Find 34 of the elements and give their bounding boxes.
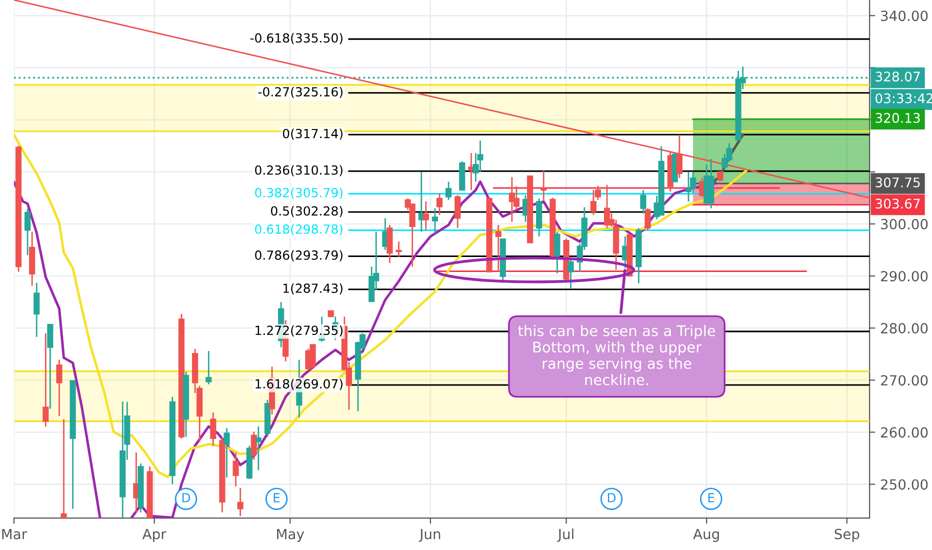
y-tick-label: 260.00 bbox=[880, 427, 928, 438]
series-label: 1(287.43) bbox=[283, 283, 342, 294]
series-label: 0.382(305.79) bbox=[255, 188, 342, 199]
ref-line-label: 328.07 bbox=[876, 72, 920, 82]
series-label: 1.618(269.07) bbox=[256, 378, 342, 390]
x-tick-label: Sep bbox=[834, 528, 860, 542]
series-label: 1.272(279.35) bbox=[256, 325, 342, 337]
annotation: D bbox=[182, 493, 190, 502]
y-tick-label: 250.00 bbox=[880, 479, 928, 490]
x-tick-label: Apr bbox=[142, 528, 166, 542]
series-label: 0.236(310.13) bbox=[255, 165, 342, 176]
y-tick-label: 300.00 bbox=[881, 218, 928, 230]
y-tick-label: 290.00 bbox=[880, 270, 928, 282]
annotation: E bbox=[274, 493, 280, 502]
y-tick-label: 280.00 bbox=[880, 323, 928, 334]
series-label: -0.618(335.50) bbox=[250, 33, 342, 44]
x-tick-label: Jul bbox=[557, 528, 574, 542]
annotation: 320.13 bbox=[876, 112, 920, 123]
y-tick-label: 340.00 bbox=[881, 10, 928, 22]
x-tick-label: May bbox=[277, 528, 304, 542]
annotation: 307.75 bbox=[876, 177, 920, 188]
series-label: 0(317.14) bbox=[282, 128, 342, 140]
annotation: this can be seen as a Triple Bottom, with the upper range serving as the neckline. bbox=[518, 324, 716, 386]
x-tick-label: Mar bbox=[2, 528, 28, 540]
series-label: 0.786(293.79) bbox=[255, 250, 342, 262]
annotation: D bbox=[608, 493, 616, 502]
series-label: 0.618(298.78) bbox=[255, 224, 342, 236]
x-tick-label: Jun bbox=[418, 528, 440, 542]
series-label: 0.5(302.28) bbox=[270, 206, 342, 218]
y-tick-label: 270.00 bbox=[880, 375, 928, 386]
annotation: E bbox=[708, 493, 714, 502]
x-tick-label: Aug bbox=[693, 528, 719, 542]
annotation: 303.67 bbox=[876, 198, 920, 209]
series-label: -0.27(325.16) bbox=[258, 86, 342, 98]
